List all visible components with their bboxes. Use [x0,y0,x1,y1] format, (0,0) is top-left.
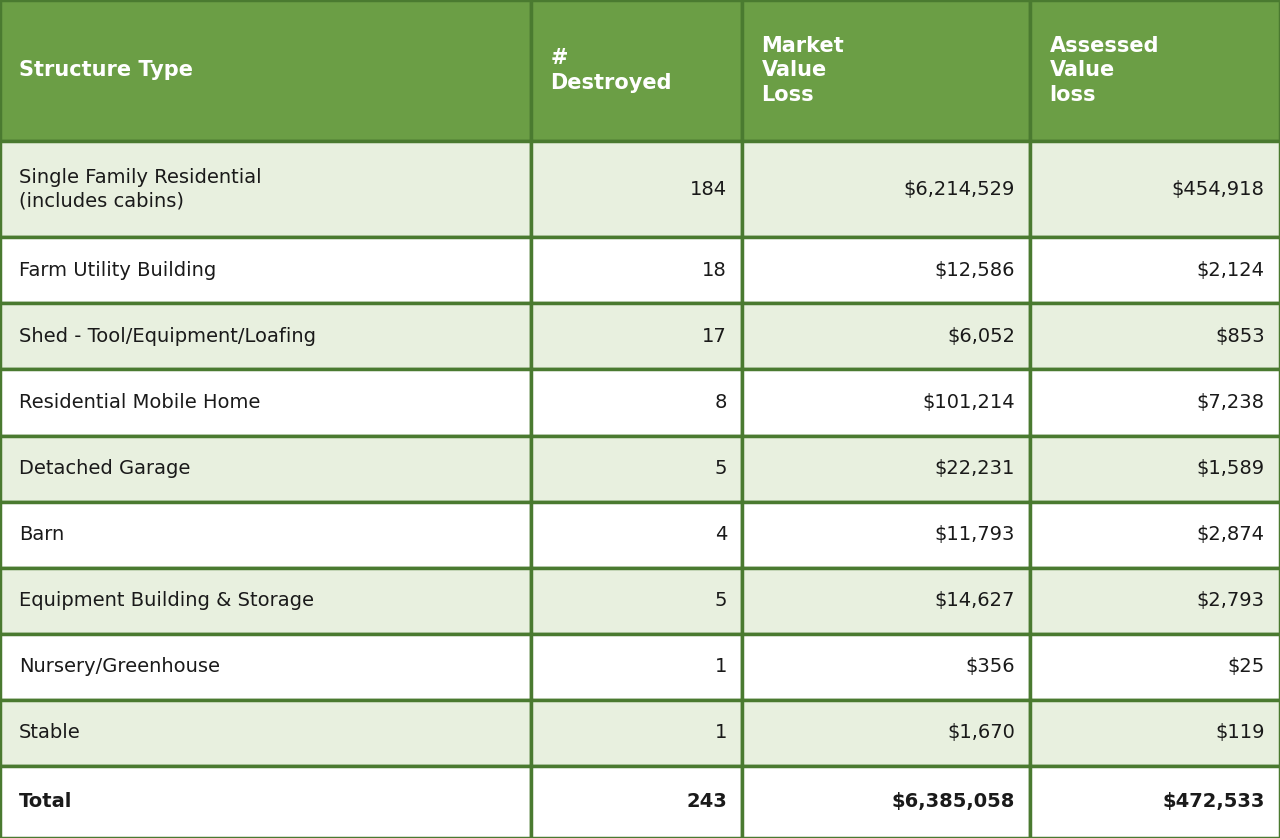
Text: 5: 5 [714,591,727,610]
Text: $6,052: $6,052 [947,327,1015,346]
Bar [742,501,1030,567]
Bar [1030,436,1280,501]
Text: 184: 184 [690,179,727,199]
Text: $1,589: $1,589 [1197,459,1265,478]
Text: Structure Type: Structure Type [19,60,193,80]
Text: $6,385,058: $6,385,058 [892,792,1015,811]
Bar [0,436,531,501]
Bar [742,567,1030,634]
Text: $2,793: $2,793 [1197,591,1265,610]
Bar [1030,237,1280,303]
Text: $12,586: $12,586 [934,261,1015,280]
Bar [531,634,742,700]
Text: $11,793: $11,793 [934,525,1015,544]
Bar [742,141,1030,237]
Bar [1030,501,1280,567]
Bar [531,0,742,141]
Text: Shed - Tool/Equipment/Loafing: Shed - Tool/Equipment/Loafing [19,327,316,346]
Bar [1030,141,1280,237]
Bar [0,634,531,700]
Text: $454,918: $454,918 [1171,179,1265,199]
Text: Detached Garage: Detached Garage [19,459,191,478]
Bar [742,370,1030,436]
Text: 8: 8 [714,393,727,412]
Text: Nursery/Greenhouse: Nursery/Greenhouse [19,657,220,676]
Text: $7,238: $7,238 [1197,393,1265,412]
Text: Barn: Barn [19,525,64,544]
Bar [0,303,531,370]
Bar [531,501,742,567]
Text: 243: 243 [686,792,727,811]
Bar [0,501,531,567]
Text: $22,231: $22,231 [934,459,1015,478]
Text: #
Destroyed: # Destroyed [550,48,672,93]
Bar [1030,700,1280,766]
Bar [1030,0,1280,141]
Text: 5: 5 [714,459,727,478]
Text: $853: $853 [1215,327,1265,346]
Bar [1030,303,1280,370]
Bar [742,237,1030,303]
Text: Market
Value
Loss: Market Value Loss [762,36,845,106]
Bar [742,0,1030,141]
Text: Farm Utility Building: Farm Utility Building [19,261,216,280]
Bar [0,141,531,237]
Bar [0,766,531,838]
Bar [0,567,531,634]
Text: 1: 1 [714,657,727,676]
Bar [1030,370,1280,436]
Bar [531,436,742,501]
Bar [742,634,1030,700]
Bar [531,303,742,370]
Text: $14,627: $14,627 [934,591,1015,610]
Bar [0,0,531,141]
Text: $1,670: $1,670 [947,723,1015,742]
Bar [742,700,1030,766]
Text: $25: $25 [1228,657,1265,676]
Bar [531,766,742,838]
Bar [531,237,742,303]
Bar [742,303,1030,370]
Bar [531,567,742,634]
Text: Assessed
Value
loss: Assessed Value loss [1050,36,1160,106]
Bar [0,700,531,766]
Text: Residential Mobile Home: Residential Mobile Home [19,393,261,412]
Bar [742,436,1030,501]
Text: Stable: Stable [19,723,81,742]
Text: 4: 4 [714,525,727,544]
Bar [0,237,531,303]
Bar [0,370,531,436]
Text: 18: 18 [703,261,727,280]
Bar [1030,634,1280,700]
Bar [531,370,742,436]
Bar [1030,567,1280,634]
Bar [1030,766,1280,838]
Bar [531,141,742,237]
Text: $101,214: $101,214 [923,393,1015,412]
Text: Equipment Building & Storage: Equipment Building & Storage [19,591,314,610]
Text: Total: Total [19,792,73,811]
Text: $6,214,529: $6,214,529 [904,179,1015,199]
Bar [742,766,1030,838]
Text: $2,124: $2,124 [1197,261,1265,280]
Text: $2,874: $2,874 [1197,525,1265,544]
Text: 17: 17 [703,327,727,346]
Text: $356: $356 [965,657,1015,676]
Text: $119: $119 [1215,723,1265,742]
Text: $472,533: $472,533 [1162,792,1265,811]
Text: 1: 1 [714,723,727,742]
Bar [531,700,742,766]
Text: Single Family Residential
(includes cabins): Single Family Residential (includes cabi… [19,168,262,210]
